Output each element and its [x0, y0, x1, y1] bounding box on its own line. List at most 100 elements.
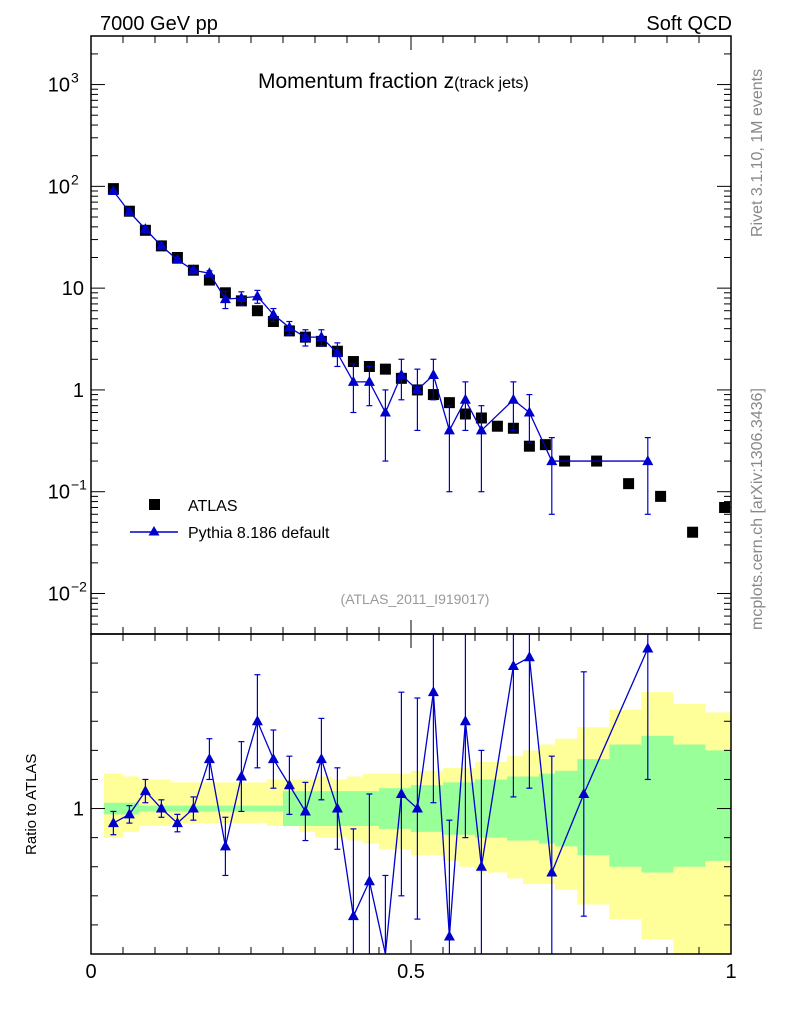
- atlas-point: [523, 440, 535, 452]
- main-ytick-label: 10: [48, 75, 70, 97]
- pythia-point: [171, 253, 183, 264]
- pythia-point: [267, 308, 279, 319]
- pythia-point: [235, 292, 247, 303]
- pythia-point: [642, 455, 654, 466]
- main-ytick-label: 10: [62, 278, 84, 300]
- ratio-ylabel: Ratio to ATLAS: [23, 754, 40, 855]
- ratio-point: [411, 802, 423, 813]
- ratio-point: [315, 753, 327, 764]
- pythia-point: [251, 290, 263, 301]
- ratio-point: [578, 788, 590, 798]
- pythia-point: [219, 293, 231, 304]
- pythia-point: [379, 406, 391, 417]
- main-ytick-label: 10: [48, 176, 70, 198]
- ratio-point: [475, 860, 487, 871]
- atlas-point: [655, 490, 667, 502]
- ratio-point: [331, 802, 343, 813]
- pythia-point: [507, 393, 519, 404]
- main-title-suffix: (track jets): [454, 75, 529, 92]
- pythia-point: [107, 185, 119, 196]
- ratio-point: [171, 817, 183, 828]
- atlas-point: [539, 439, 551, 451]
- ratio-xtick-label: 1: [725, 961, 736, 983]
- ratio-ticks: 10 0.5 1: [73, 634, 737, 983]
- ratio-point: [203, 753, 215, 764]
- pythia-line: [112, 190, 648, 462]
- pythia-point: [523, 406, 535, 417]
- main-title-text: Momentum fraction z: [258, 70, 454, 93]
- atlas-point: [203, 274, 215, 286]
- ratio-xtick-label: 0.5: [397, 961, 425, 983]
- pythia-point: [363, 375, 375, 386]
- ratio-point: [187, 802, 199, 813]
- legend-atlas-marker: [149, 499, 160, 510]
- ratio-point: [642, 642, 654, 653]
- pythia-point: [411, 383, 423, 394]
- pythia-point: [299, 331, 311, 342]
- ratio-point: [123, 808, 135, 819]
- pythia-point: [331, 347, 343, 358]
- main-ytick-exponent: −1: [71, 477, 87, 493]
- header-right: Soft QCD: [646, 13, 732, 35]
- atlas-point: [379, 363, 391, 375]
- atlas-point: [623, 478, 635, 490]
- ratio-point: [155, 802, 167, 813]
- ratio-ytick-label: 1: [73, 799, 84, 821]
- pythia-point: [123, 205, 135, 216]
- pythia-point: [427, 369, 439, 380]
- pythia-point: [347, 375, 359, 386]
- pythia-point: [187, 264, 199, 275]
- main-ytick-label: 10: [48, 482, 70, 504]
- main-ytick-label: 1: [73, 380, 84, 402]
- atlas-point: [251, 305, 263, 317]
- ratio-point: [283, 779, 295, 790]
- pythia-point: [546, 455, 558, 466]
- main-title: Momentum fraction z(track jets): [258, 70, 529, 93]
- legend-pythia-label: Pythia 8.186 default: [188, 525, 330, 542]
- ratio-point: [363, 875, 375, 886]
- legend: ATLAS Pythia 8.186 default: [130, 498, 330, 542]
- ratio-point: [235, 770, 247, 781]
- ratio-point: [267, 753, 279, 764]
- main-ytick-label: 10: [48, 583, 70, 605]
- side-label-bottom: mcplots.cern.ch [arXiv:1306.3436]: [749, 388, 766, 630]
- pythia-point: [395, 369, 407, 380]
- legend-atlas-label: ATLAS: [188, 498, 238, 515]
- ratio-point: [546, 866, 558, 877]
- main-ytick-exponent: −2: [71, 578, 87, 594]
- ratio-point: [427, 686, 439, 697]
- ratio-point: [107, 817, 119, 828]
- ratio-marks: [107, 634, 654, 955]
- pythia-point: [139, 223, 151, 234]
- ratio-point: [507, 660, 519, 670]
- atlas-point: [443, 397, 455, 409]
- pythia-point: [475, 424, 487, 435]
- ratio-point: [219, 840, 231, 851]
- ratio-point: [347, 910, 359, 921]
- header-left: 7000 GeV pp: [100, 13, 218, 35]
- atlas-point: [491, 420, 503, 432]
- pythia-point: [459, 393, 471, 404]
- legend-pythia-marker: [148, 526, 160, 536]
- main-ytick-exponent: 3: [71, 70, 79, 86]
- ratio-point: [299, 805, 311, 816]
- pythia-point: [283, 321, 295, 332]
- pythia-point: [203, 267, 215, 278]
- main-frame: [90, 35, 732, 635]
- side-label-top: Rivet 3.1.10, 1M events: [749, 69, 766, 237]
- atlas-point: [347, 356, 359, 368]
- main-ytick-exponent: 2: [71, 171, 79, 187]
- main-annotation: (ATLAS_2011_I919017): [341, 591, 490, 607]
- pythia-point: [155, 239, 167, 250]
- atlas-point: [687, 526, 699, 538]
- ratio-point: [443, 930, 455, 941]
- ratio-point: [523, 651, 535, 662]
- ratio-panel: 10 0.5 1 Ratio to ATLAS: [23, 633, 737, 983]
- ratio-point: [459, 715, 471, 726]
- pythia-point: [443, 424, 455, 435]
- ratio-point: [139, 785, 151, 796]
- ratio-xtick-label: 0: [85, 961, 96, 983]
